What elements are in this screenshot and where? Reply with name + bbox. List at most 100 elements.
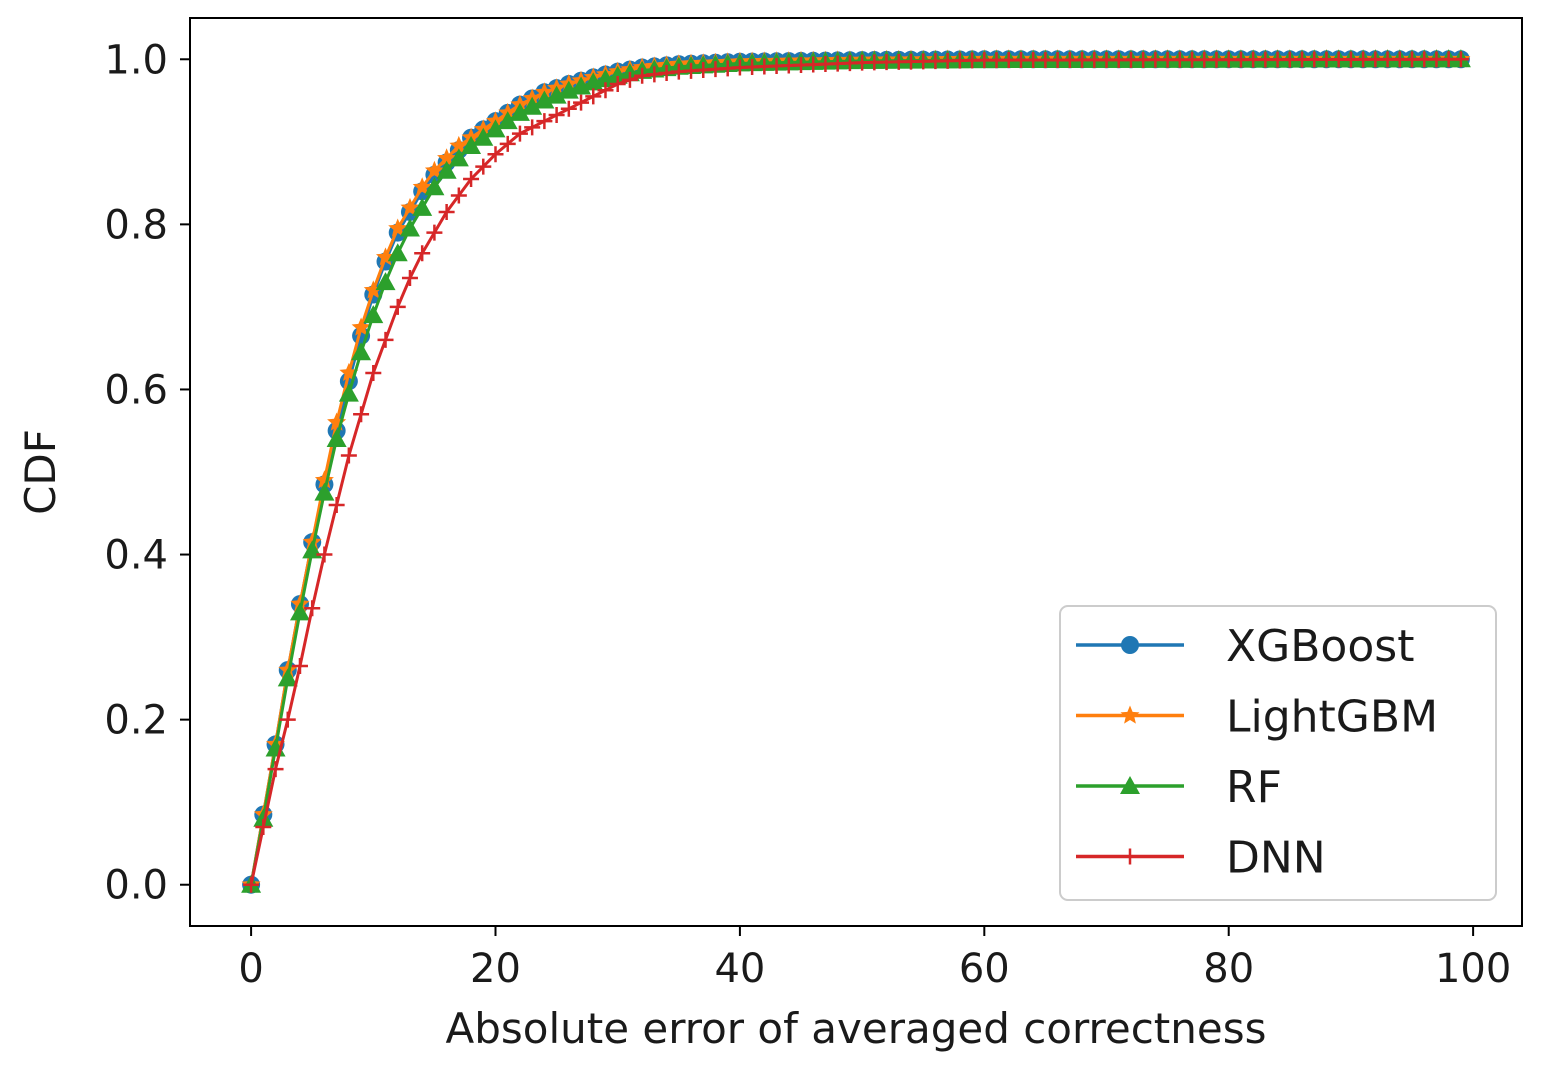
legend-box xyxy=(1059,605,1497,901)
data-point-dnn xyxy=(414,245,431,262)
legend: XGBoost LightGBM RF DNN xyxy=(1059,605,1497,901)
data-point-lightgbm xyxy=(351,317,371,336)
data-point-dnn xyxy=(499,135,516,152)
data-point-dnn xyxy=(365,364,382,381)
data-point-rf xyxy=(399,218,420,237)
data-point-rf xyxy=(314,482,335,501)
data-point-rf xyxy=(461,135,482,154)
data-point-dnn xyxy=(377,331,394,348)
x-tick-label: 100 xyxy=(1435,946,1511,992)
legend-label-rf: RF xyxy=(1226,762,1282,813)
data-point-dnn xyxy=(585,88,602,105)
data-point-rf xyxy=(326,428,347,447)
x-tick-label: 40 xyxy=(714,946,765,992)
legend-marker-lightgbm xyxy=(1120,705,1140,724)
data-point-lightgbm xyxy=(400,197,420,216)
data-point-lightgbm xyxy=(314,470,334,489)
data-point-dnn xyxy=(646,66,663,83)
data-point-rf xyxy=(277,668,298,687)
data-point-rf xyxy=(412,197,433,216)
data-point-dnn xyxy=(597,82,614,99)
data-point-dnn xyxy=(1452,51,1469,68)
y-tick-label: 0.8 xyxy=(104,202,168,248)
data-point-dnn xyxy=(438,203,455,220)
data-point-dnn xyxy=(463,170,480,187)
y-tick-label: 0.0 xyxy=(104,863,168,909)
data-point-dnn xyxy=(658,65,675,82)
data-point-dnn xyxy=(548,106,565,123)
data-point-lightgbm xyxy=(449,135,469,154)
data-point-dnn xyxy=(279,711,296,728)
data-point-dnn xyxy=(450,187,467,204)
y-tick-label: 0.2 xyxy=(104,698,168,744)
x-tick-label: 0 xyxy=(238,946,263,992)
legend-marker-dnn xyxy=(1122,848,1138,865)
data-point-dnn xyxy=(316,546,333,563)
data-point-dnn xyxy=(536,113,553,130)
y-tick-label: 0.4 xyxy=(104,533,168,579)
data-point-dnn xyxy=(401,270,418,287)
data-point-dnn xyxy=(487,146,504,163)
data-point-rf xyxy=(509,102,530,121)
data-point-rf xyxy=(473,127,494,146)
data-point-dnn xyxy=(304,600,321,617)
data-point-rf xyxy=(485,119,506,138)
data-point-dnn xyxy=(255,818,272,835)
data-point-dnn xyxy=(573,94,590,111)
legend-entry-rf: RF xyxy=(1076,762,1282,813)
y-axis-label: CDF xyxy=(16,429,65,515)
x-axis-label: Absolute error of averaged correctness xyxy=(445,1004,1266,1053)
data-point-rf xyxy=(375,272,396,291)
data-point-dnn xyxy=(475,158,492,175)
x-axis: 0 20 40 60 80 100 xyxy=(238,926,1511,992)
data-layer xyxy=(241,49,1471,894)
data-point-rf xyxy=(546,85,567,104)
data-point-lightgbm xyxy=(327,412,347,431)
data-point-rf xyxy=(448,148,469,167)
y-tick-label: 0.6 xyxy=(104,367,168,413)
data-point-dnn xyxy=(267,761,284,778)
y-axis: 0.0 0.2 0.4 0.6 0.8 1.0 xyxy=(104,37,190,909)
legend-entry-xgboost: XGBoost xyxy=(1076,621,1414,672)
data-point-lightgbm xyxy=(339,362,359,381)
data-point-rf xyxy=(534,90,555,109)
legend-marker-rf xyxy=(1120,776,1140,794)
data-point-rf xyxy=(338,383,359,402)
legend-label-dnn: DNN xyxy=(1226,833,1326,884)
x-tick-label: 20 xyxy=(470,946,521,992)
data-point-rf xyxy=(363,305,384,324)
y-tick-label: 1.0 xyxy=(104,37,168,83)
legend-label-lightgbm: LightGBM xyxy=(1226,692,1438,743)
plot-frame xyxy=(189,17,1523,927)
data-point-dnn xyxy=(291,657,308,674)
data-point-dnn xyxy=(426,224,443,241)
data-point-rf xyxy=(351,342,372,361)
data-point-dnn xyxy=(340,447,357,464)
data-point-lightgbm xyxy=(363,280,383,299)
data-point-dnn xyxy=(243,876,260,893)
series-dnn xyxy=(243,51,1469,893)
data-point-dnn xyxy=(609,76,626,93)
legend-label-xgboost: XGBoost xyxy=(1226,621,1414,672)
data-point-lightgbm xyxy=(388,218,408,237)
data-point-rf xyxy=(387,243,408,262)
data-point-dnn xyxy=(511,125,528,142)
legend-entry-dnn: DNN xyxy=(1076,833,1326,884)
data-point-rf xyxy=(253,808,274,827)
data-point-rf xyxy=(436,160,457,179)
data-point-dnn xyxy=(524,119,541,136)
data-point-rf xyxy=(424,177,445,196)
data-point-dnn xyxy=(389,298,406,315)
x-tick-label: 60 xyxy=(959,946,1010,992)
data-point-rf xyxy=(497,111,518,130)
data-point-dnn xyxy=(560,100,577,117)
data-point-dnn xyxy=(328,497,345,514)
data-point-dnn xyxy=(353,406,370,423)
legend-marker-xgboost xyxy=(1121,636,1139,654)
x-tick-label: 80 xyxy=(1203,946,1254,992)
data-point-dnn xyxy=(634,67,651,84)
data-point-dnn xyxy=(621,71,638,88)
data-point-rf xyxy=(522,96,543,115)
data-point-rf xyxy=(289,602,310,621)
